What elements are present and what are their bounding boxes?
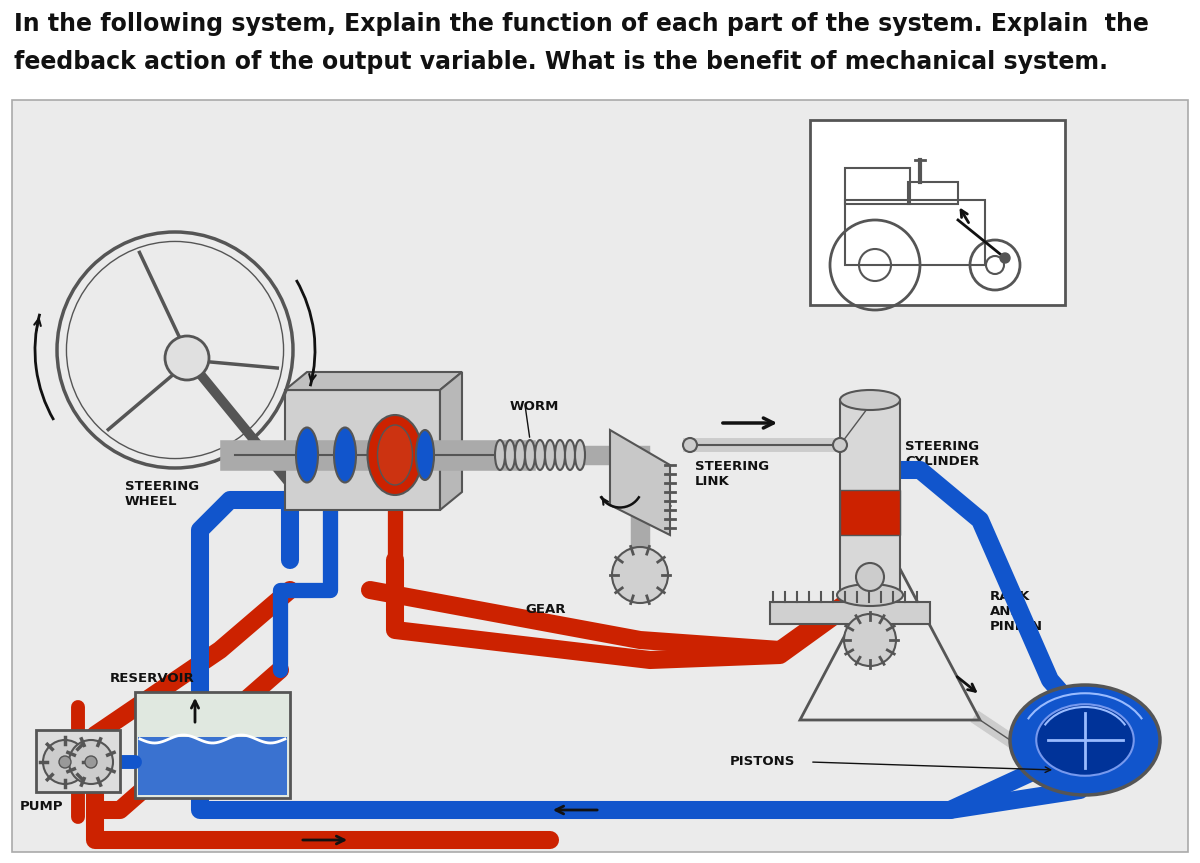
- Bar: [770, 602, 930, 624]
- Bar: [134, 692, 290, 798]
- Bar: [845, 168, 910, 204]
- Circle shape: [844, 614, 896, 666]
- Text: STEERING
LINK: STEERING LINK: [695, 460, 769, 488]
- Ellipse shape: [565, 440, 575, 470]
- Text: STEERING
CYLINDER: STEERING CYLINDER: [905, 440, 979, 468]
- Text: GEAR: GEAR: [526, 603, 565, 616]
- Bar: [840, 490, 900, 535]
- Bar: [810, 120, 1066, 305]
- Text: PUMP: PUMP: [20, 800, 64, 813]
- Ellipse shape: [1010, 685, 1160, 795]
- Ellipse shape: [367, 415, 422, 495]
- Text: RESERVOIR: RESERVOIR: [110, 672, 194, 685]
- Ellipse shape: [334, 427, 356, 482]
- Ellipse shape: [526, 440, 535, 470]
- Circle shape: [166, 336, 209, 380]
- Ellipse shape: [535, 440, 545, 470]
- Circle shape: [85, 756, 97, 768]
- Polygon shape: [610, 430, 670, 535]
- Circle shape: [70, 740, 113, 784]
- Polygon shape: [440, 372, 462, 510]
- Bar: [12, 100, 1188, 852]
- Ellipse shape: [496, 440, 505, 470]
- Circle shape: [856, 563, 884, 591]
- Bar: [36, 730, 120, 792]
- Circle shape: [683, 438, 697, 452]
- Ellipse shape: [575, 440, 586, 470]
- Bar: [840, 490, 900, 535]
- Ellipse shape: [515, 440, 526, 470]
- Circle shape: [833, 438, 847, 452]
- Bar: [840, 400, 900, 595]
- Text: STEERING
WHEEL: STEERING WHEEL: [125, 480, 199, 508]
- Ellipse shape: [838, 584, 904, 606]
- Text: PISTONS: PISTONS: [730, 755, 796, 768]
- Text: In the following system, Explain the function of each part of the system. Explai: In the following system, Explain the fun…: [14, 12, 1148, 36]
- Ellipse shape: [554, 440, 565, 470]
- Bar: [908, 182, 958, 204]
- Circle shape: [59, 756, 71, 768]
- Polygon shape: [286, 372, 462, 390]
- Text: feedback action of the output variable. What is the benefit of mechanical system: feedback action of the output variable. …: [14, 50, 1108, 74]
- Ellipse shape: [840, 390, 900, 410]
- Bar: [138, 737, 287, 795]
- Polygon shape: [286, 390, 440, 510]
- Text: RACK
AND
PINION: RACK AND PINION: [990, 590, 1043, 633]
- Ellipse shape: [296, 427, 318, 482]
- Circle shape: [43, 740, 88, 784]
- Ellipse shape: [505, 440, 515, 470]
- Ellipse shape: [416, 430, 434, 480]
- Text: STEERING
SPOOL VALVE: STEERING SPOOL VALVE: [310, 400, 410, 428]
- Ellipse shape: [545, 440, 554, 470]
- Bar: [845, 200, 985, 265]
- Ellipse shape: [378, 425, 413, 485]
- Text: WORM: WORM: [510, 400, 559, 413]
- Circle shape: [612, 547, 668, 603]
- Ellipse shape: [1037, 704, 1134, 776]
- Circle shape: [1000, 253, 1010, 263]
